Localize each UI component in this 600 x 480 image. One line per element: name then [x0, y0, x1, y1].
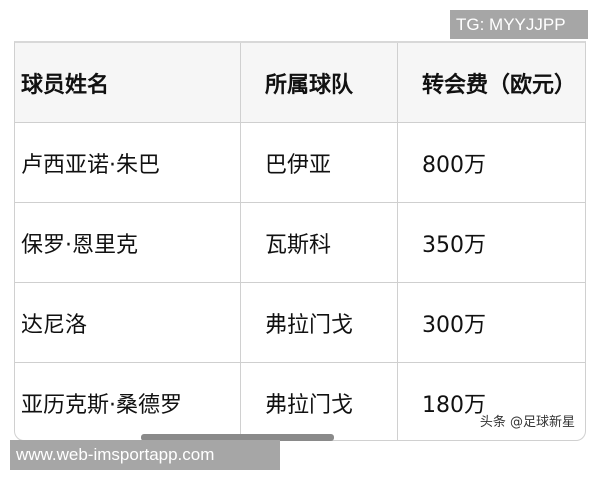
team: 弗拉门戈 — [241, 283, 398, 362]
fee: 180万 — [422, 393, 486, 418]
team: 巴伊亚 — [241, 123, 398, 202]
table-row: 保罗·恩里克 瓦斯科 350万 — [15, 203, 585, 283]
header-team: 所属球队 — [241, 43, 398, 122]
source-credit: 头条 @足球新星 — [479, 415, 575, 430]
table-row: 卢西亚诺·朱巴 巴伊亚 800万 — [15, 123, 585, 203]
watermark-top: TG: MYYJJPP — [450, 10, 588, 39]
table-header-row: 球员姓名 所属球队 转会费（欧元） — [15, 43, 585, 123]
player-name: 亚历克斯·桑德罗 — [15, 363, 241, 440]
horizontal-scrollbar[interactable] — [141, 434, 334, 441]
table-row: 达尼洛 弗拉门戈 300万 — [15, 283, 585, 363]
fee: 800万 — [422, 152, 486, 178]
fee: 350万 — [422, 232, 486, 258]
team: 弗拉门戈 — [241, 363, 398, 440]
fee: 300万 — [422, 312, 486, 338]
header-fee: 转会费（欧元） — [422, 73, 577, 98]
watermark-bottom: www.web-imsportapp.com — [10, 440, 280, 470]
table-row: 亚历克斯·桑德罗 弗拉门戈 180万 — [15, 363, 585, 440]
header-player-name: 球员姓名 — [15, 43, 241, 122]
transfer-table: 球员姓名 所属球队 转会费（欧元） 卢西亚诺·朱巴 巴伊亚 800万 保罗·恩里… — [14, 41, 586, 441]
player-name: 保罗·恩里克 — [15, 203, 241, 282]
player-name: 卢西亚诺·朱巴 — [15, 123, 241, 202]
player-name: 达尼洛 — [15, 283, 241, 362]
team: 瓦斯科 — [241, 203, 398, 282]
